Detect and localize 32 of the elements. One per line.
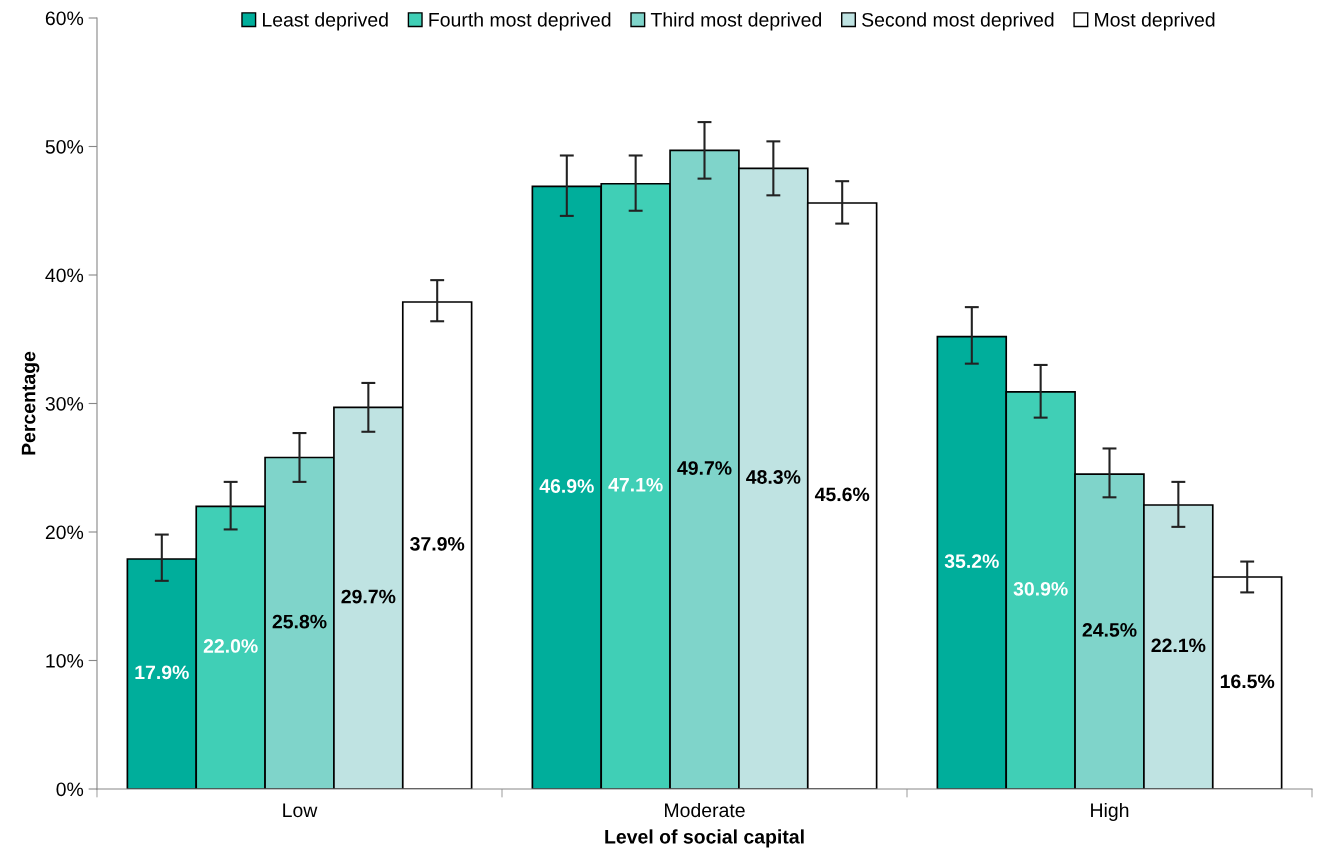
y-tick-label: 30% bbox=[45, 396, 84, 411]
data-label: 24.5% bbox=[1082, 623, 1137, 637]
x-tick-label: High bbox=[1091, 802, 1129, 822]
y-tick-label: 40% bbox=[45, 268, 84, 283]
y-axis-title: Percentage bbox=[21, 351, 40, 455]
data-label: 47.1% bbox=[608, 477, 663, 492]
data-label: 46.9% bbox=[539, 479, 594, 493]
data-label: 37.9% bbox=[410, 536, 465, 551]
y-tick-label: 20% bbox=[45, 525, 84, 540]
legend-label: Third most deprived bbox=[650, 12, 822, 31]
x-axis-title: Level of social capital bbox=[605, 829, 804, 848]
data-label: 35.2% bbox=[944, 554, 999, 569]
y-tick-label: 60% bbox=[45, 11, 84, 26]
x-tick-label: Moderate bbox=[665, 802, 745, 818]
y-tick-label: 10% bbox=[46, 653, 84, 668]
data-label: 30.9% bbox=[1013, 581, 1068, 596]
data-label: 45.6% bbox=[814, 487, 870, 502]
legend-label: Second most deprived bbox=[862, 12, 1054, 31]
legend-label: Fourth most deprived bbox=[429, 12, 611, 31]
data-label: 29.7% bbox=[341, 589, 396, 604]
legend-label: Least deprived bbox=[263, 12, 388, 31]
y-tick-label: 50% bbox=[45, 139, 84, 154]
data-label: 49.7% bbox=[677, 461, 732, 475]
y-tick-label: 0% bbox=[56, 782, 84, 797]
data-label: 22.0% bbox=[203, 639, 258, 653]
x-tick-label: Low bbox=[283, 803, 318, 818]
legend-label: Most deprived bbox=[1095, 12, 1215, 31]
data-label: 16.5% bbox=[1220, 674, 1275, 689]
data-label: 48.3% bbox=[746, 470, 801, 484]
data-label: 17.9% bbox=[135, 665, 189, 680]
data-label: 25.8% bbox=[272, 614, 327, 629]
data-label: 22.1% bbox=[1151, 638, 1206, 653]
